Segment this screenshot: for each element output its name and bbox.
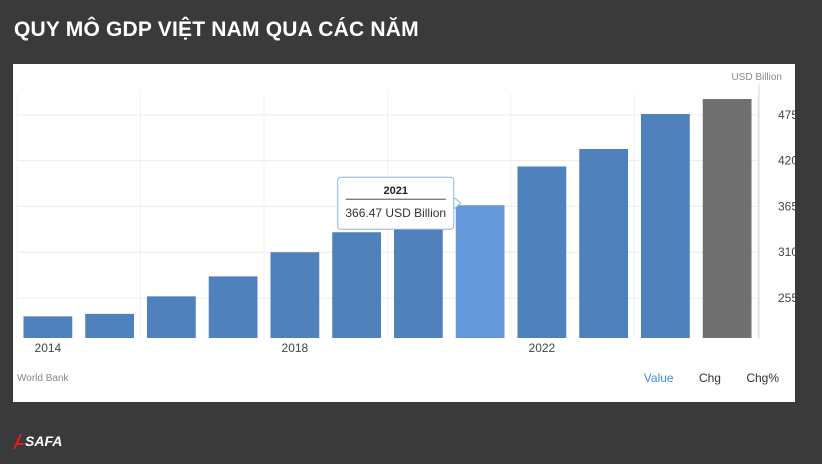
chart-panel: USD Billion 255 310 365 420 475 2014 2018 2022 2… — [13, 64, 795, 402]
page-title: QUY MÔ GDP VIỆT NAM QUA CÁC NĂM — [14, 18, 419, 41]
bar-2019[interactable] — [332, 232, 382, 338]
mode-chg-percent[interactable]: Chg% — [746, 371, 779, 385]
tooltip-value: 366.47 USD Billion — [345, 206, 446, 220]
y-tick-label: 475 — [778, 108, 795, 122]
tooltip: 2021 366.47 USD Billion — [337, 176, 462, 230]
y-tick-label: 255 — [778, 291, 795, 305]
bar-2015[interactable] — [85, 313, 135, 338]
bar-2021[interactable] — [455, 205, 505, 338]
bar-2024[interactable] — [640, 113, 690, 338]
mode-selector: Value Chg Chg% — [622, 371, 779, 385]
mode-chg[interactable]: Chg — [698, 371, 721, 385]
tooltip-box — [337, 176, 455, 230]
bar-2023[interactable] — [579, 148, 629, 338]
source-label: World Bank — [17, 373, 69, 384]
unit-label: USD Billion — [731, 72, 782, 83]
bar-2018[interactable] — [270, 252, 320, 338]
y-tick-label: 310 — [778, 245, 795, 259]
bar-2022[interactable] — [517, 166, 567, 338]
x-tick-label: 2018 — [282, 341, 309, 355]
x-tick-label: 2014 — [35, 341, 62, 355]
bar-2025[interactable] — [702, 98, 752, 338]
logo-text: SAFA — [25, 433, 63, 449]
bar-chart: 255 310 365 420 475 2014 2018 2022 2021 366.47 US… — [16, 84, 795, 355]
safa-logo: SAFA — [12, 432, 62, 450]
logo-mark-icon — [13, 434, 24, 449]
y-tick-label: 420 — [778, 154, 795, 168]
bar-2014[interactable] — [23, 316, 73, 338]
y-tick-label: 365 — [778, 199, 795, 213]
x-tick-label: 2022 — [529, 341, 556, 355]
mode-value[interactable]: Value — [643, 371, 674, 385]
bar-2016[interactable] — [146, 296, 196, 338]
tooltip-year: 2021 — [383, 185, 407, 197]
bar-2020[interactable] — [393, 222, 443, 338]
bar-2017[interactable] — [208, 276, 258, 338]
